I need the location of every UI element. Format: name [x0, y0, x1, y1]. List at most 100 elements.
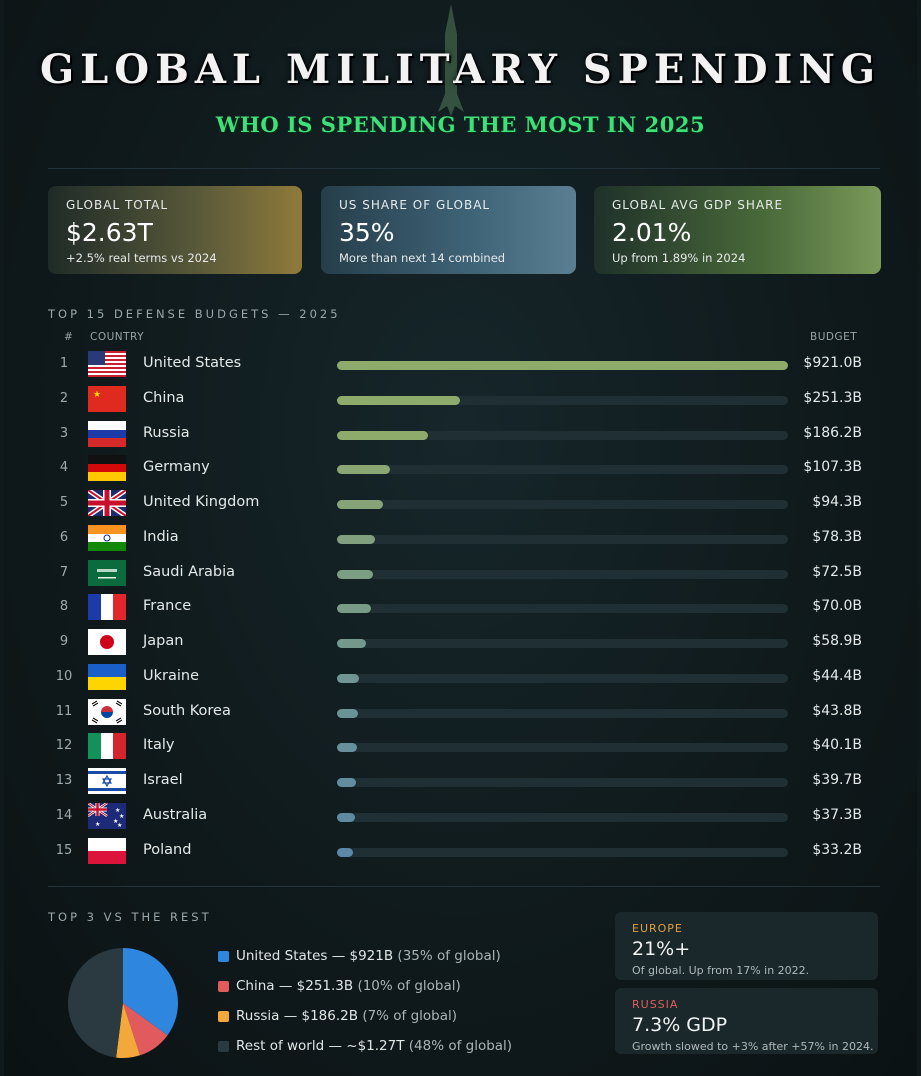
region-label: RUSSIA — [632, 998, 679, 1011]
rank-number: 11 — [55, 703, 73, 719]
legend-percent: (35% of global) — [397, 948, 501, 964]
stat-label: US SHARE OF GLOBAL — [339, 198, 491, 212]
stat-value: 2.01% — [612, 218, 692, 247]
table-row: 2 ★ China $251.3B — [0, 383, 921, 417]
rank-number: 13 — [55, 773, 73, 788]
pie-slice-russia — [116, 1003, 140, 1058]
budget-value: $94.3B — [812, 494, 862, 510]
bar — [337, 465, 390, 475]
australia-flag-icon: ★★★★★ — [88, 802, 126, 829]
bar-track — [337, 778, 788, 787]
bar — [337, 361, 788, 370]
stat-label: GLOBAL TOTAL — [66, 198, 169, 212]
bar-track — [337, 569, 788, 579]
bar-track — [337, 534, 788, 544]
stat-note: +2.5% real terms vs 2024 — [66, 251, 217, 265]
svg-text:★: ★ — [113, 818, 118, 825]
bar — [337, 395, 461, 405]
rank-number: 4 — [59, 460, 69, 476]
region-value: 7.3% GDP — [632, 1014, 728, 1036]
bar-track — [337, 604, 788, 614]
legend-percent: (7% of global) — [362, 1008, 458, 1024]
stat-card-us-share: US SHARE OF GLOBAL 35% More than next 14… — [321, 186, 576, 274]
budget-value: $72.5B — [812, 563, 862, 580]
rank-number: 7 — [59, 564, 69, 580]
russia-flag-icon — [88, 420, 126, 447]
bar — [337, 534, 376, 544]
svg-text:★: ★ — [119, 813, 124, 820]
pie-slice-united-states — [123, 948, 178, 1036]
rank-number: 2 — [59, 390, 69, 406]
table-row: 6 India $78.3B — [0, 522, 921, 556]
country-name: Italy — [143, 737, 175, 754]
svg-text:★: ★ — [93, 390, 101, 400]
region-card-europe: EUROPE 21%+ Of global. Up from 17% in 20… — [615, 912, 878, 980]
table-row: 5 United Kingdom $94.3B — [0, 487, 921, 521]
table-row: 4 Germany $107.3B — [0, 452, 921, 486]
bar-track — [337, 847, 788, 857]
region-label: EUROPE — [632, 922, 683, 935]
legend-percent: (10% of global) — [357, 978, 461, 994]
rank-number: 8 — [59, 599, 69, 615]
svg-text:★: ★ — [95, 821, 100, 828]
japan-flag-icon — [88, 629, 126, 655]
bar — [337, 743, 357, 753]
svg-text:★: ★ — [115, 807, 120, 814]
country-name: India — [143, 528, 179, 545]
legend-percent: (48% of global) — [408, 1038, 513, 1054]
country-name: Poland — [143, 841, 192, 858]
country-name: Saudi Arabia — [143, 563, 236, 580]
bar-track — [337, 395, 788, 405]
bar — [337, 569, 373, 579]
share-pie-chart — [68, 948, 178, 1058]
rank-number: 10 — [55, 668, 73, 684]
country-name: China — [143, 389, 185, 406]
budgets-section-title: TOP 15 DEFENSE BUDGETS — 2025 — [48, 307, 341, 321]
column-header-country: COUNTRY — [90, 331, 145, 343]
bar — [337, 604, 372, 614]
bar — [337, 639, 366, 648]
legend-text: Rest of world — ~$1.27T — [236, 1038, 405, 1054]
column-header-budget: BUDGET — [810, 331, 858, 343]
table-row: 11 South Korea $43.8B — [0, 696, 921, 730]
table-row: 15 Poland $33.2B — [0, 835, 921, 869]
budget-value: $70.0B — [812, 598, 862, 615]
legend-text: Russia — $186.2B — [236, 1008, 359, 1024]
page-subtitle: WHO IS SPENDING THE MOST IN 2025 — [215, 112, 706, 137]
missile-icon — [438, 4, 464, 116]
legend-swatch — [218, 951, 229, 962]
stat-note: More than next 14 combined — [339, 251, 506, 265]
table-row: 9 Japan $58.9B — [0, 626, 921, 660]
bar-track — [337, 812, 788, 822]
divider — [48, 886, 880, 887]
table-row: 13 Israel $39.7B — [0, 765, 921, 799]
bar — [337, 812, 356, 822]
rank-number: 9 — [59, 634, 69, 649]
table-row: 14 ★ ★ ★ ★ ★ Australia $37.3B — [0, 800, 921, 834]
rank-number: 15 — [55, 842, 73, 858]
table-row: 12 Italy $40.1B — [0, 730, 921, 764]
pie-slice-rest-of-world — [68, 948, 123, 1058]
uk-flag-icon — [88, 490, 126, 516]
rank-number: 3 — [59, 425, 69, 441]
stat-value: 35% — [339, 218, 395, 247]
rank-number: 1 — [59, 356, 69, 371]
south-korea-flag-icon — [88, 698, 126, 725]
table-row: 3 Russia $186.2B — [0, 418, 921, 452]
germany-flag-icon — [88, 455, 126, 482]
stat-card-global-total: GLOBAL TOTAL $2.63T +2.5% real terms vs … — [48, 186, 302, 274]
country-name: Australia — [143, 806, 208, 823]
divider — [48, 168, 880, 169]
bar-track — [337, 361, 788, 370]
ukraine-flag-icon — [88, 663, 126, 690]
bar-track — [337, 465, 788, 475]
svg-text:★: ★ — [117, 822, 122, 829]
country-name: Israel — [143, 772, 183, 788]
region-note: Growth slowed to +3% after +57% in 2024. — [632, 1040, 874, 1053]
rank-number: 5 — [59, 495, 69, 510]
bar-track — [337, 500, 788, 509]
bar-track — [337, 708, 788, 718]
country-name: South Korea — [143, 702, 231, 719]
region-card-russia: RUSSIA 7.3% GDP Growth slowed to +3% aft… — [615, 988, 878, 1054]
budget-value: $33.2B — [812, 841, 862, 858]
